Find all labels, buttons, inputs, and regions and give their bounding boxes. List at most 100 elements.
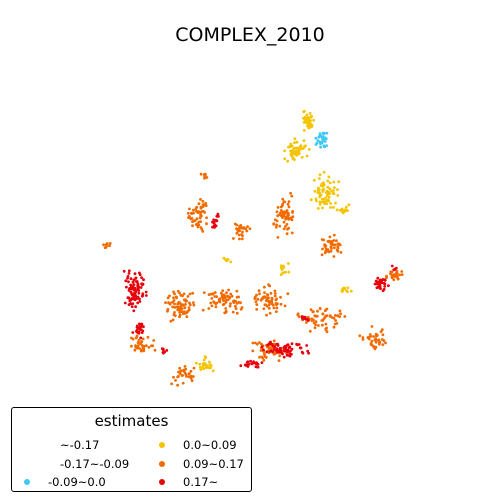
data-point [361,338,365,341]
legend-marker-5 [159,479,165,485]
data-point [188,215,191,219]
data-point [280,264,283,267]
data-point [367,337,371,341]
data-point [344,208,348,212]
data-point [317,135,321,139]
data-point [308,329,312,333]
data-point [227,288,231,292]
data-point [336,188,339,192]
data-point [322,170,326,174]
data-point [205,176,209,179]
data-point [201,366,205,370]
data-point [199,210,202,214]
data-point [325,330,329,334]
data-point [312,118,315,122]
data-point [290,342,294,346]
data-point [282,220,286,224]
data-point [181,310,185,314]
data-point [295,140,299,144]
data-point [321,138,325,142]
data-point [324,247,328,251]
data-point [321,318,325,322]
data-point [370,339,374,343]
data-point [254,341,257,345]
data-point [333,322,337,326]
data-point [336,245,340,248]
data-point [267,299,271,303]
data-point [272,348,276,351]
data-point [296,312,300,316]
data-point [186,295,190,298]
data-point [379,330,383,334]
data-point [271,350,274,353]
data-point [197,202,201,206]
data-point [381,289,385,293]
data-point [199,220,203,224]
data-point [332,233,336,237]
data-point [293,158,296,162]
data-point [209,363,212,367]
data-point [141,337,145,341]
data-point [332,192,336,196]
data-point [332,316,336,320]
data-point [302,116,305,120]
data-point [137,291,141,295]
data-point [266,293,270,297]
data-point [272,306,276,310]
data-point [207,293,211,296]
data-point [287,226,290,230]
data-point [135,297,139,300]
data-point [329,206,332,209]
data-point [286,213,290,217]
data-point [276,236,280,239]
data-point [255,308,259,311]
data-point [253,295,257,299]
data-point [177,370,180,374]
data-point [212,218,216,222]
data-point [247,362,251,366]
data-point [285,216,289,220]
data-point [358,334,362,338]
legend-label-5: 0.17~ [183,475,219,489]
data-point [213,291,217,294]
data-point [203,176,206,180]
data-point [181,294,184,298]
data-point [188,292,192,296]
data-point [122,269,126,273]
data-point [392,268,396,272]
data-point [130,293,134,297]
data-point [281,202,285,206]
data-point [214,218,218,222]
data-point [263,353,266,357]
data-point [176,302,180,306]
data-point [279,205,283,209]
data-point [331,243,335,246]
data-point [263,303,267,307]
data-point [334,319,337,322]
data-point [246,225,249,229]
data-point [342,286,345,290]
data-point [182,370,186,373]
data-point [304,144,307,148]
data-point [307,117,310,121]
data-point [261,356,264,360]
data-point [225,259,229,263]
data-point [203,172,207,176]
data-point [192,375,195,378]
data-point [278,346,282,350]
data-point [256,365,260,369]
data-point [332,255,336,258]
data-point [251,349,255,353]
data-point [171,318,175,322]
data-point [102,243,105,247]
data-point [189,376,193,380]
data-point [202,358,206,362]
data-point [271,303,275,307]
data-point [378,341,382,344]
data-point [234,307,238,310]
data-point [260,345,264,349]
data-point [323,309,327,313]
data-point [181,381,185,385]
data-point [198,362,202,366]
data-point [177,306,181,310]
